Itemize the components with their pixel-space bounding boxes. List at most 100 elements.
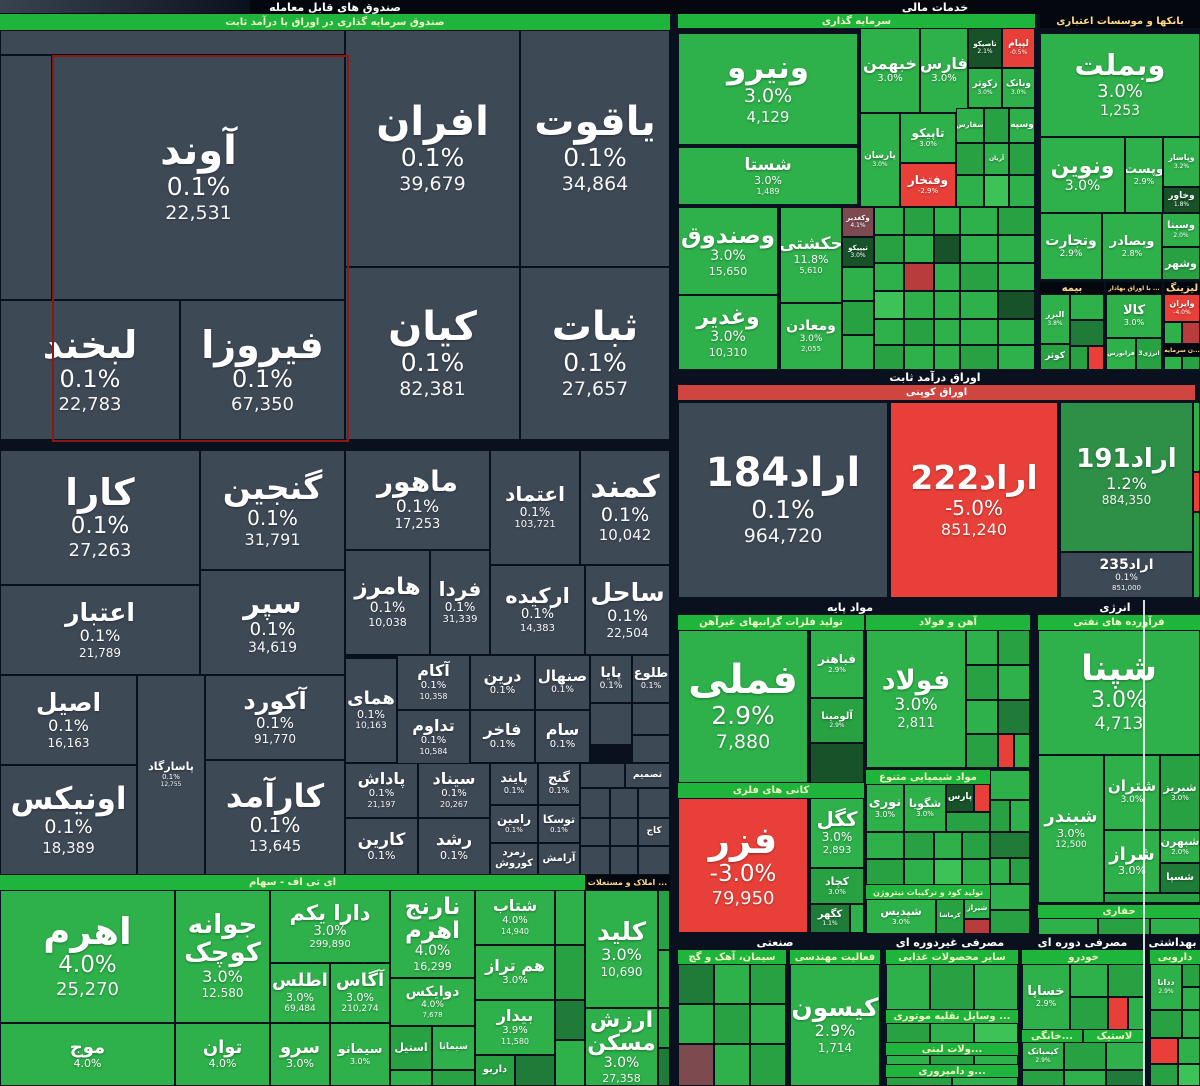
tile[interactable]: [946, 812, 990, 832]
tile-وپست[interactable]: وپست 2.9%: [1125, 137, 1163, 213]
tile-تصمیم[interactable]: تصمیم: [625, 763, 670, 788]
tile-پاداش[interactable]: پاداش 0.1% 21,197: [345, 763, 418, 818]
tile[interactable]: [966, 665, 998, 700]
tile[interactable]: [1009, 175, 1035, 207]
tile[interactable]: [1022, 1070, 1064, 1086]
tile-فیروزا[interactable]: فیروزا 0.1% 67,350: [180, 300, 345, 440]
tile-وخاور[interactable]: وخاور 1.8%: [1163, 187, 1200, 213]
tile-سفارس[interactable]: سفارس: [956, 108, 984, 143]
tile-آکورد[interactable]: آکورد 0.1% 91,770: [205, 675, 345, 760]
tile-وکغدیر[interactable]: وکغدیر 4.1%: [842, 207, 874, 237]
tile-تاپیکو[interactable]: تاپیکو 3.0%: [900, 113, 956, 163]
tile[interactable]: [886, 1023, 930, 1043]
tile-وشهر[interactable]: وشهر: [1162, 247, 1200, 280]
tile[interactable]: [962, 832, 990, 859]
tile-انرژی3[interactable]: انرژی3: [1136, 338, 1162, 370]
tile[interactable]: [934, 859, 962, 885]
tile[interactable]: [934, 832, 962, 859]
tile[interactable]: [998, 263, 1035, 291]
tile-فولاد[interactable]: فولاد 3.0% 2,811: [866, 630, 966, 768]
tile[interactable]: [1070, 997, 1108, 1030]
tile[interactable]: [810, 743, 864, 783]
tile[interactable]: [904, 207, 934, 235]
tile[interactable]: [714, 1044, 750, 1086]
tile-وایران[interactable]: وایران -4.0%: [1164, 294, 1200, 322]
tile-شگویا[interactable]: شگویا 3.0%: [904, 784, 946, 832]
tile-البرز[interactable]: البرز 3.8%: [1040, 294, 1070, 344]
tile[interactable]: [632, 703, 670, 735]
tile[interactable]: [1193, 402, 1200, 472]
tile[interactable]: [998, 319, 1035, 345]
tile-کارآمد[interactable]: کارآمد 0.1% 13,645: [205, 760, 345, 875]
tile-نوری[interactable]: نوری 3.0%: [866, 784, 904, 832]
tile[interactable]: [874, 291, 904, 319]
tile[interactable]: [1164, 356, 1182, 370]
tile[interactable]: [998, 734, 1014, 768]
tile[interactable]: [590, 703, 632, 745]
tile-کارا[interactable]: کارا 0.1% 27,263: [0, 450, 200, 585]
tile[interactable]: [998, 630, 1030, 665]
tile-آلومینا[interactable]: آلومینا 2.9%: [810, 698, 864, 743]
tile-فملی[interactable]: فملی 2.9% 7,880: [678, 630, 808, 783]
tile-گنجین[interactable]: گنجین 0.1% 31,791: [200, 450, 345, 570]
tile[interactable]: [904, 859, 934, 885]
tile-پاسارگاد[interactable]: پاسارگاد 0.1% 12,755: [137, 675, 205, 875]
tile-کوثر[interactable]: کوثر: [1040, 344, 1070, 370]
tile-توسکا[interactable]: توسکا 0.1%: [538, 805, 580, 843]
tile[interactable]: [638, 788, 670, 818]
tile[interactable]: [658, 890, 670, 950]
tile-کگل[interactable]: کگل 3.0% 2,893: [810, 798, 864, 868]
tile-اراد235[interactable]: اراد235 0.1% 851,000: [1060, 552, 1193, 598]
subsection-bar[interactable]: فرآورده های نفتی: [1038, 615, 1200, 630]
subsection-bar[interactable]: حفاری: [1038, 905, 1200, 918]
tile-وسینا[interactable]: وسینا 2.0%: [1162, 213, 1200, 247]
tile[interactable]: [886, 1077, 952, 1086]
tile-اراد184[interactable]: اراد184 0.1% 964,720: [678, 402, 888, 598]
tile-رامین[interactable]: رامین 0.1%: [490, 805, 538, 843]
subsection-bar[interactable]: ... املاک و مستغلات: [585, 875, 670, 890]
tile[interactable]: [886, 1055, 930, 1065]
tile[interactable]: [966, 630, 998, 665]
tile-ومعادن[interactable]: ومعادن 3.0% 2,055: [780, 303, 842, 370]
tile-لپیام[interactable]: لپیام -0.5%: [1002, 28, 1035, 68]
tile-پایند[interactable]: پایند 0.1%: [490, 763, 538, 805]
tile[interactable]: [1182, 356, 1200, 370]
tile[interactable]: [580, 763, 625, 788]
tile[interactable]: [998, 291, 1035, 319]
tile-آریان[interactable]: آریان: [984, 143, 1009, 175]
subsection-bar[interactable]: ...ن سرمایه: [1164, 344, 1200, 356]
subsection-bar[interactable]: مواد شیمیایی متنوع: [866, 770, 990, 784]
tile-تیپیکو[interactable]: تیپیکو 3.0%: [842, 237, 874, 267]
tile[interactable]: [966, 700, 998, 734]
tile[interactable]: [1178, 1038, 1200, 1064]
tile[interactable]: [842, 267, 874, 301]
tile[interactable]: [930, 1055, 974, 1065]
tile-آگاس[interactable]: آگاس 3.0% 210,274: [330, 963, 390, 1023]
tile[interactable]: [1038, 918, 1098, 935]
tile[interactable]: [984, 175, 1009, 207]
tile[interactable]: [580, 846, 610, 875]
tile[interactable]: [974, 964, 1018, 1010]
tile[interactable]: [1193, 512, 1200, 598]
subsection-bar[interactable]: کانی های فلزی: [678, 783, 864, 798]
tile-کالا[interactable]: کالا 3.0%: [1106, 294, 1162, 338]
tile[interactable]: [934, 345, 960, 370]
tile[interactable]: [952, 1077, 1018, 1086]
tile[interactable]: [886, 964, 930, 1010]
tile-وبملت[interactable]: وبملت 3.0% 1,253: [1040, 33, 1200, 137]
tile-وبصادر[interactable]: وبصادر 2.8%: [1102, 213, 1162, 280]
tile-دوایکس[interactable]: دوایکس 4.0% 7,678: [390, 978, 475, 1026]
tile-ونوین[interactable]: ونوین 3.0%: [1040, 137, 1125, 213]
tile-سام[interactable]: سام 0.1%: [535, 710, 590, 763]
tile[interactable]: [1064, 1070, 1106, 1086]
tile[interactable]: [966, 734, 998, 768]
tile[interactable]: [934, 319, 960, 345]
tile-سپر[interactable]: سپر 0.1% 34,619: [200, 570, 345, 675]
tile[interactable]: [930, 964, 974, 1010]
tile[interactable]: [1014, 734, 1030, 768]
tile[interactable]: [750, 964, 786, 1004]
tile[interactable]: [998, 207, 1035, 235]
tile-شتاب[interactable]: شتاب 4.0% 14,940: [475, 890, 555, 945]
tile[interactable]: [904, 235, 934, 263]
tile[interactable]: [866, 859, 904, 885]
